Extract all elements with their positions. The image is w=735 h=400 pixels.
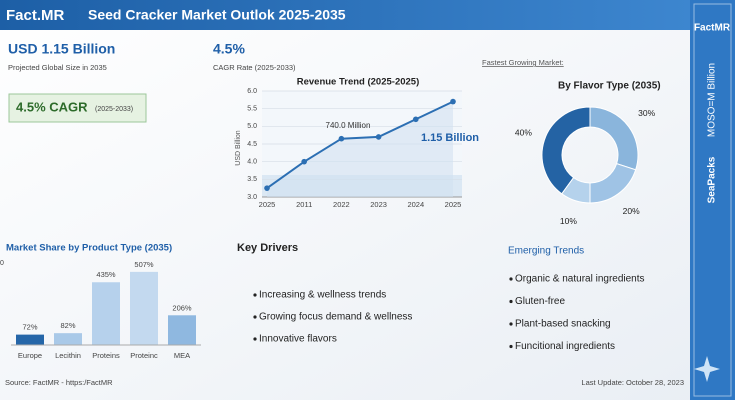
cagr-value: 4.5% (213, 41, 245, 57)
market-size: USD 1.15 Billion (8, 41, 115, 57)
chart-title: By Flavor Type (2035) (558, 81, 661, 92)
cagr-badge-note: (2025-2033) (95, 106, 133, 113)
bar-value-label: 206% (172, 303, 192, 312)
sidebar-brand: FactMR (694, 23, 731, 34)
y-axis-label: USD Billion (235, 130, 242, 166)
line-point (413, 116, 419, 123)
chart-subtitle: Fastest Growing Market: (482, 58, 564, 67)
sidebar-frame (693, 3, 732, 397)
y-tick-label: 3.5 (247, 176, 257, 183)
x-tick-label: Proteins (92, 351, 120, 360)
cagr-badge-text: 4.5% CAGR (16, 99, 88, 114)
bar (168, 315, 196, 345)
x-tick-label: MEA (174, 351, 190, 360)
x-tick-label: 2011 (296, 200, 312, 209)
cagr-note: CAGR Rate (2025-2033) (213, 63, 296, 72)
driver-item: Increasing & wellness trends (259, 290, 386, 301)
trend-item: Gluten-free (515, 296, 565, 307)
cagr-badge (8, 93, 147, 123)
header-bar (0, 0, 690, 30)
sidebar (690, 0, 735, 400)
sidebar-caption-bold: SeaPacks (707, 156, 718, 203)
x-tick-label: Proteinc (130, 351, 158, 360)
slice-label: 30% (638, 108, 655, 118)
line-point (301, 158, 308, 165)
driver-item: Growing focus demand & wellness (259, 312, 412, 323)
x-tick-label: 2025 (445, 200, 462, 209)
line (266, 100, 454, 189)
trend-item: Organic & natural ingredients (515, 274, 645, 285)
sidebar-caption: MOSO=M Billion (707, 63, 718, 137)
x-tick-label: 2022 (333, 200, 350, 209)
market-size-note: Projected Global Size in 2035 (8, 63, 107, 72)
slice-label: 10% (560, 216, 577, 226)
chart-title: Market Share by Product Type (2035) (6, 243, 172, 254)
x-tick-label: 2023 (370, 200, 387, 209)
trends-title: Emerging Trends (508, 246, 584, 257)
x-tick-label: 2025 (259, 200, 276, 209)
last-updated: Last Update: October 28, 2023 (581, 378, 684, 387)
line-point (338, 135, 345, 142)
annotation: 1.15 Billion (421, 132, 479, 144)
driver-item: Innovative flavors (259, 334, 337, 345)
y-tick-label: 3.0 (247, 194, 257, 201)
bar (130, 271, 158, 345)
slice-label: 40% (515, 128, 532, 138)
slice-label: 20% (623, 206, 640, 216)
corner-label: 0 (0, 260, 4, 267)
line-area (267, 101, 453, 197)
bullet (253, 337, 257, 341)
pie-slice (541, 106, 591, 195)
sparkle-icon (694, 356, 720, 382)
bar-value-label: 82% (60, 321, 75, 330)
line-point (264, 185, 270, 191)
bar-value-label: 507% (134, 260, 154, 269)
bar (16, 334, 44, 345)
source: Source: FactMR - https:/FactMR (5, 378, 113, 387)
bar (54, 333, 82, 345)
bullet (509, 344, 513, 349)
bullet (509, 299, 513, 304)
y-tick-label: 5.0 (247, 123, 257, 130)
bar-value-label: 72% (22, 323, 37, 332)
trend-item: Funcitional ingredients (515, 341, 615, 352)
page-title: Seed Cracker Market Outlok 2025-2035 (88, 7, 346, 23)
x-tick-label: Europe (18, 351, 42, 360)
y-tick-label: 5.5 (247, 106, 257, 113)
y-tick-label: 4.0 (247, 159, 257, 166)
brand: Fact.MR (6, 7, 65, 24)
bullet (253, 293, 257, 297)
bullet (509, 322, 513, 326)
y-tick-label: 6.0 (247, 88, 257, 95)
line-point (375, 134, 382, 140)
y-tick-label: 4.5 (247, 141, 257, 148)
x-tick-label: Lecithin (55, 351, 81, 360)
chart-title: Revenue Trend (2025-2025) (297, 77, 420, 88)
pie-slice (561, 176, 591, 204)
x-tick-label: 2024 (407, 200, 424, 209)
drivers-title: Key Drivers (237, 242, 298, 254)
annotation: 740.0 Million (326, 121, 371, 130)
bullet (509, 277, 513, 281)
bullet (253, 315, 257, 319)
trend-item: Plant-based snacking (515, 319, 611, 330)
bar-value-label: 435% (96, 270, 116, 279)
bar (92, 282, 120, 345)
line-point (450, 98, 456, 105)
